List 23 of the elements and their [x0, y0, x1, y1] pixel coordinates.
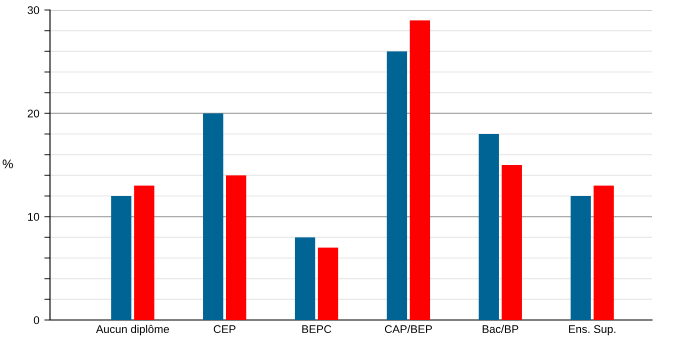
x-tick-label: CAP/BEP [384, 324, 432, 334]
bar [502, 165, 522, 320]
bar [570, 196, 591, 320]
y-tick-label: 0 [34, 316, 40, 324]
x-tick-label: BEPC [302, 325, 332, 334]
x-tick-label: CEP [214, 325, 236, 334]
x-tick-label: Aucun diplôme [96, 324, 169, 336]
bar [203, 113, 224, 320]
bar [386, 51, 408, 320]
bar [410, 20, 430, 320]
bar [478, 134, 499, 320]
y-tick-label: 30 [28, 6, 40, 14]
y-tick-label: 10 [28, 212, 40, 221]
bar [226, 175, 246, 320]
bar [594, 186, 614, 320]
bar [111, 196, 132, 320]
x-tick-label: Bac/BP [482, 324, 518, 334]
y-tick-label: 20 [28, 110, 40, 118]
bar [134, 186, 154, 320]
x-tick-label: Ens. Sup. [569, 325, 616, 336]
bar [318, 248, 338, 320]
bar [294, 237, 316, 320]
y-axis-title: % [2, 160, 13, 168]
